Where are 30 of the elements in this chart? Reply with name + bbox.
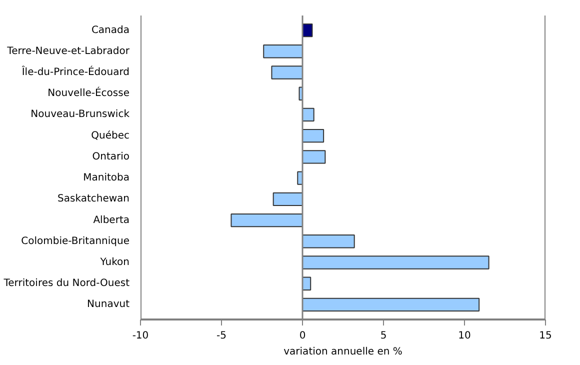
y-tick-label: Nouvelle-Écosse xyxy=(48,86,130,100)
bar xyxy=(302,234,355,248)
y-tick-label: Nunavut xyxy=(87,299,130,310)
y-tick-label: Nouveau-Brunswick xyxy=(30,109,130,120)
y-tick-label: Canada xyxy=(91,24,130,36)
x-axis-title: variation annuelle en % xyxy=(284,346,402,358)
y-tick-label: Manitoba xyxy=(83,172,130,184)
x-tick-label: 0 xyxy=(299,330,306,342)
x-tick-label: 10 xyxy=(458,330,471,342)
x-tick-label: -10 xyxy=(132,330,149,342)
x-tick-label: 15 xyxy=(539,330,552,342)
y-tick-label: Territoires du Nord-Ouest xyxy=(2,278,130,290)
y-tick-label: Québec xyxy=(91,130,130,142)
bar xyxy=(302,298,480,312)
x-tick-label: 5 xyxy=(380,330,387,342)
y-tick-label: Île-du-Prince-Édouard xyxy=(22,65,130,78)
bar xyxy=(302,150,326,164)
bar xyxy=(263,44,303,58)
x-tick-label: -5 xyxy=(216,330,226,342)
bar xyxy=(230,213,303,228)
y-tick-label: Colombie-Britannique xyxy=(21,236,130,247)
bar xyxy=(271,66,303,80)
bar xyxy=(302,256,490,270)
bar xyxy=(272,192,303,206)
y-tick-label: Alberta xyxy=(93,214,130,226)
y-tick-label: Saskatchewan xyxy=(58,194,130,205)
bar xyxy=(302,129,324,143)
y-tick-label: Yukon xyxy=(99,257,130,268)
y-tick-label: Ontario xyxy=(92,151,130,162)
y-tick-label: Terre-Neuve-et-Labrador xyxy=(6,46,130,57)
